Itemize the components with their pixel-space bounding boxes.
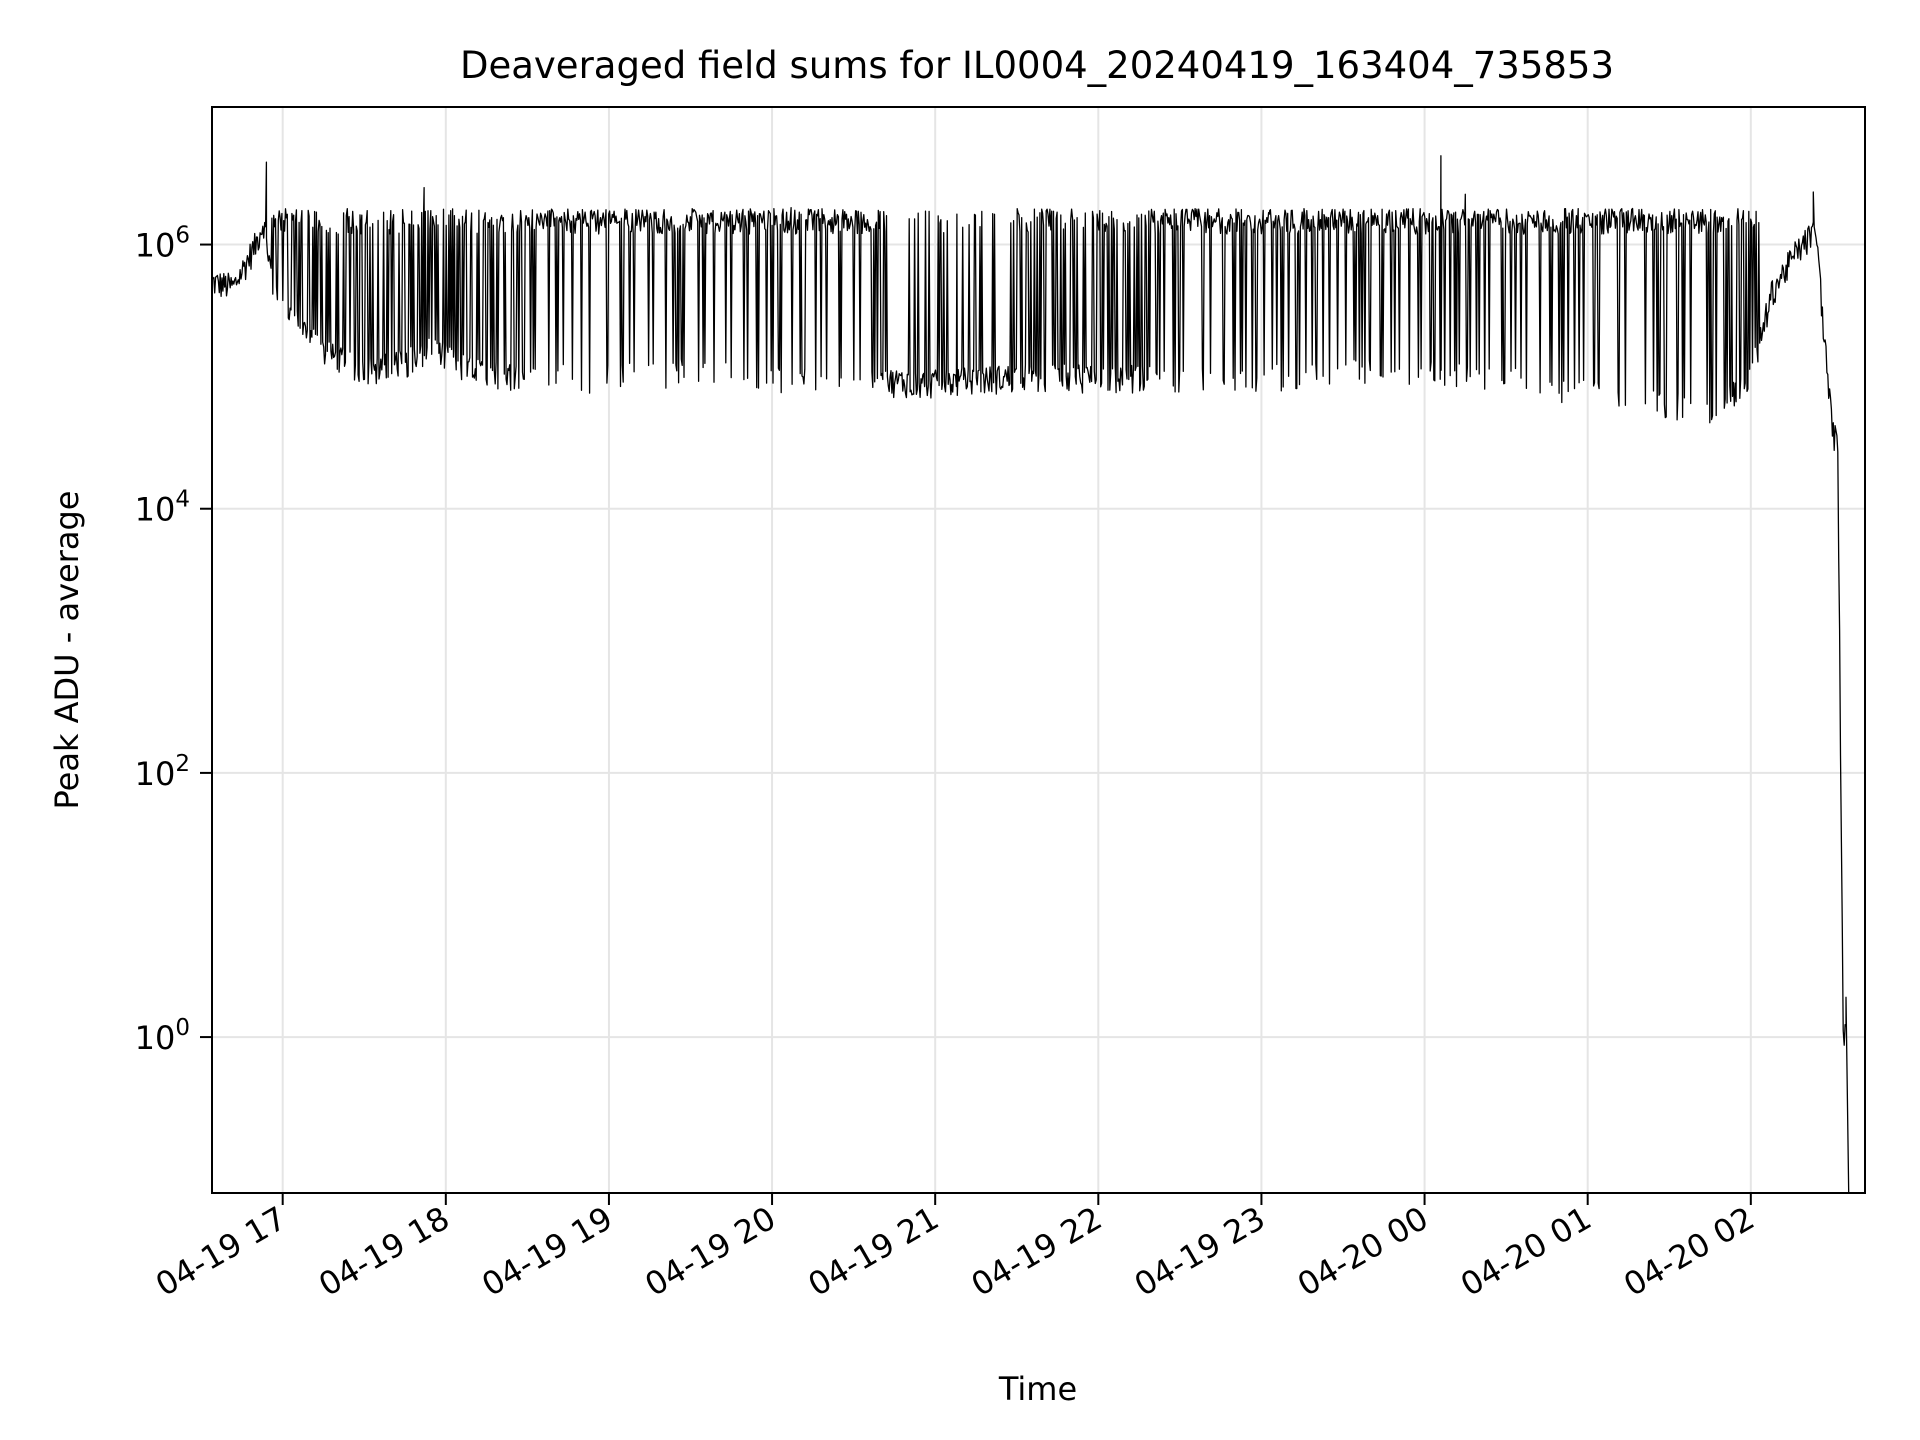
x-axis-label: Time xyxy=(998,1370,1077,1408)
chart-title: Deaveraged field sums for IL0004_2024041… xyxy=(460,44,1614,87)
y-tick-label: 106 xyxy=(135,223,190,265)
series-layer xyxy=(211,155,1850,1194)
y-axis-label: Peak ADU - average xyxy=(48,491,86,810)
plot-frame xyxy=(211,106,1866,1194)
series-line xyxy=(211,155,1850,1194)
y-tick-label: 100 xyxy=(135,1015,190,1057)
grid xyxy=(212,107,1865,1193)
y-tick-label: 104 xyxy=(135,487,190,529)
y-axis: 100 102 104 106 xyxy=(135,223,212,1057)
y-tick-label: 102 xyxy=(135,751,190,793)
